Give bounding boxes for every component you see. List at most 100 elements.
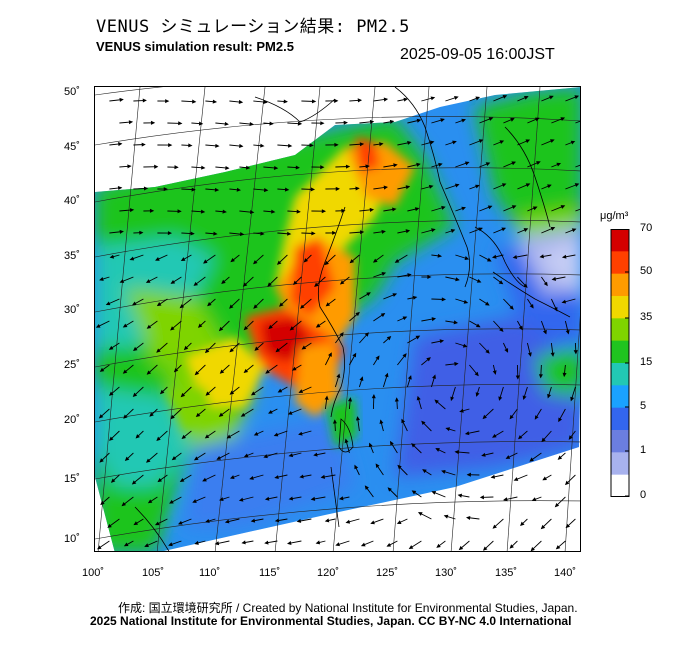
wind-arrow-head (249, 210, 255, 215)
wind-arrow-head (560, 205, 566, 209)
wind-arrow-head (550, 352, 555, 357)
wind-arrow-head (254, 346, 259, 351)
wind-arrow-head (287, 231, 292, 236)
wind-arrow-head (379, 419, 384, 425)
wind-arrow-head (245, 165, 251, 170)
wind-arrow-head (550, 139, 555, 143)
wind-arrow-head (407, 140, 412, 145)
wind-arrow-head (253, 304, 258, 309)
wind-arrow-head (475, 96, 481, 101)
wind-arrow-head (147, 499, 153, 504)
wind-arrow-head (121, 502, 126, 507)
wind-arrow-head (215, 143, 220, 148)
wind-arrow-head (556, 162, 562, 167)
wind-arrow-head (156, 348, 161, 353)
colorbar-swatch (611, 318, 629, 342)
wind-arrow-head (250, 518, 256, 523)
wind-arrow-head (445, 427, 451, 432)
coastlines (134, 87, 571, 551)
wind-arrow-head (243, 453, 249, 458)
wind-arrow-head (124, 456, 130, 462)
title-japanese: VENUS シミュレーション結果: PM2.5 (96, 17, 410, 37)
wind-arrow-head (394, 258, 400, 263)
wind-arrow-head (174, 165, 179, 170)
wind-arrow-head (296, 209, 301, 214)
wind-arrow-head (485, 162, 491, 167)
wind-arrow-head (481, 452, 486, 457)
wind-arrow-head (129, 256, 135, 261)
wind-arrow-head (205, 391, 211, 396)
wind-arrow-head (310, 187, 316, 192)
wind-arrow-head (529, 457, 534, 462)
wind-arrow-head (570, 140, 576, 145)
wind-arrow-head (301, 345, 307, 350)
copyright-text: 2025 National Institute for Environmenta… (90, 614, 572, 628)
wind-arrow-head (165, 99, 170, 104)
wind-arrow-head (523, 283, 528, 288)
longitude-label: 110˚ (199, 567, 221, 579)
wind-arrow-head (218, 412, 224, 417)
wind-arrow-head (402, 316, 408, 321)
colorbar-swatch (611, 385, 629, 409)
wind-arrow-head (348, 397, 353, 402)
colorbar-swatch (611, 340, 629, 364)
wind-arrow-head (109, 254, 115, 259)
wind-arrow-head (479, 495, 484, 500)
wind-arrow-head (263, 454, 268, 459)
wind-arrow-head (299, 474, 304, 479)
wind-arrow-head (239, 143, 244, 148)
wind-arrow-head (170, 414, 175, 420)
wind-arrow-head (263, 99, 268, 104)
wind-arrow-head (332, 419, 337, 424)
wind-arrow-head (557, 455, 563, 460)
wind-arrow-head (154, 164, 159, 169)
wind-arrow-head (476, 278, 482, 283)
wind-arrow-head (501, 227, 507, 232)
wind-arrow-head (386, 542, 392, 547)
wind-arrow-head (465, 515, 471, 520)
wind-arrow-head (218, 326, 224, 332)
wind-arrow-head (458, 545, 464, 551)
wind-arrow-head (369, 119, 375, 124)
wind-arrow-head (402, 353, 407, 358)
wind-arrow-head (482, 546, 488, 551)
wind-arrow-head (561, 254, 567, 259)
colorbar-swatch (611, 273, 629, 297)
wind-arrow-head (224, 519, 230, 524)
wind-arrow-head (157, 478, 162, 483)
wind-arrow-head (499, 140, 505, 145)
wind-arrow-head (324, 395, 329, 400)
wind-arrow-head (478, 227, 483, 232)
wind-arrow-head (249, 475, 254, 480)
wind-arrow-head (279, 302, 284, 307)
wind-arrow-head (195, 412, 201, 418)
wind-arrow-head (133, 521, 139, 526)
wind-arrow-head (309, 143, 314, 148)
wind-arrow-head (267, 282, 272, 287)
wind-arrow-head (289, 326, 295, 331)
wind-arrow-head (119, 279, 125, 283)
wind-arrow-head (380, 313, 386, 318)
wind-arrow-head (428, 184, 434, 189)
wind-arrow-head (543, 281, 548, 287)
wind-arrow-head (345, 519, 351, 524)
wind-arrow-head (561, 299, 567, 304)
wind-arrow-head (269, 121, 274, 126)
wind-arrow-head (411, 443, 416, 448)
wind-arrow-head (435, 448, 440, 452)
wind-arrow-head (554, 502, 560, 508)
wind-arrow-head (384, 372, 389, 378)
wind-arrow-head (132, 346, 138, 352)
wind-arrow-head (431, 317, 436, 322)
wind-arrow-head (412, 295, 418, 300)
wind-arrow-head (214, 541, 220, 546)
wind-arrow-shaft (575, 208, 580, 212)
wind-arrow-head (478, 139, 484, 144)
wind-arrow-head (488, 117, 494, 121)
wind-arrow-head (535, 117, 540, 122)
wind-arrow-head (132, 392, 138, 398)
longitude-label: 120˚ (317, 567, 340, 579)
wind-arrow-head (499, 327, 504, 332)
wind-arrow-head (127, 164, 132, 169)
wind-arrow-head (421, 420, 426, 426)
